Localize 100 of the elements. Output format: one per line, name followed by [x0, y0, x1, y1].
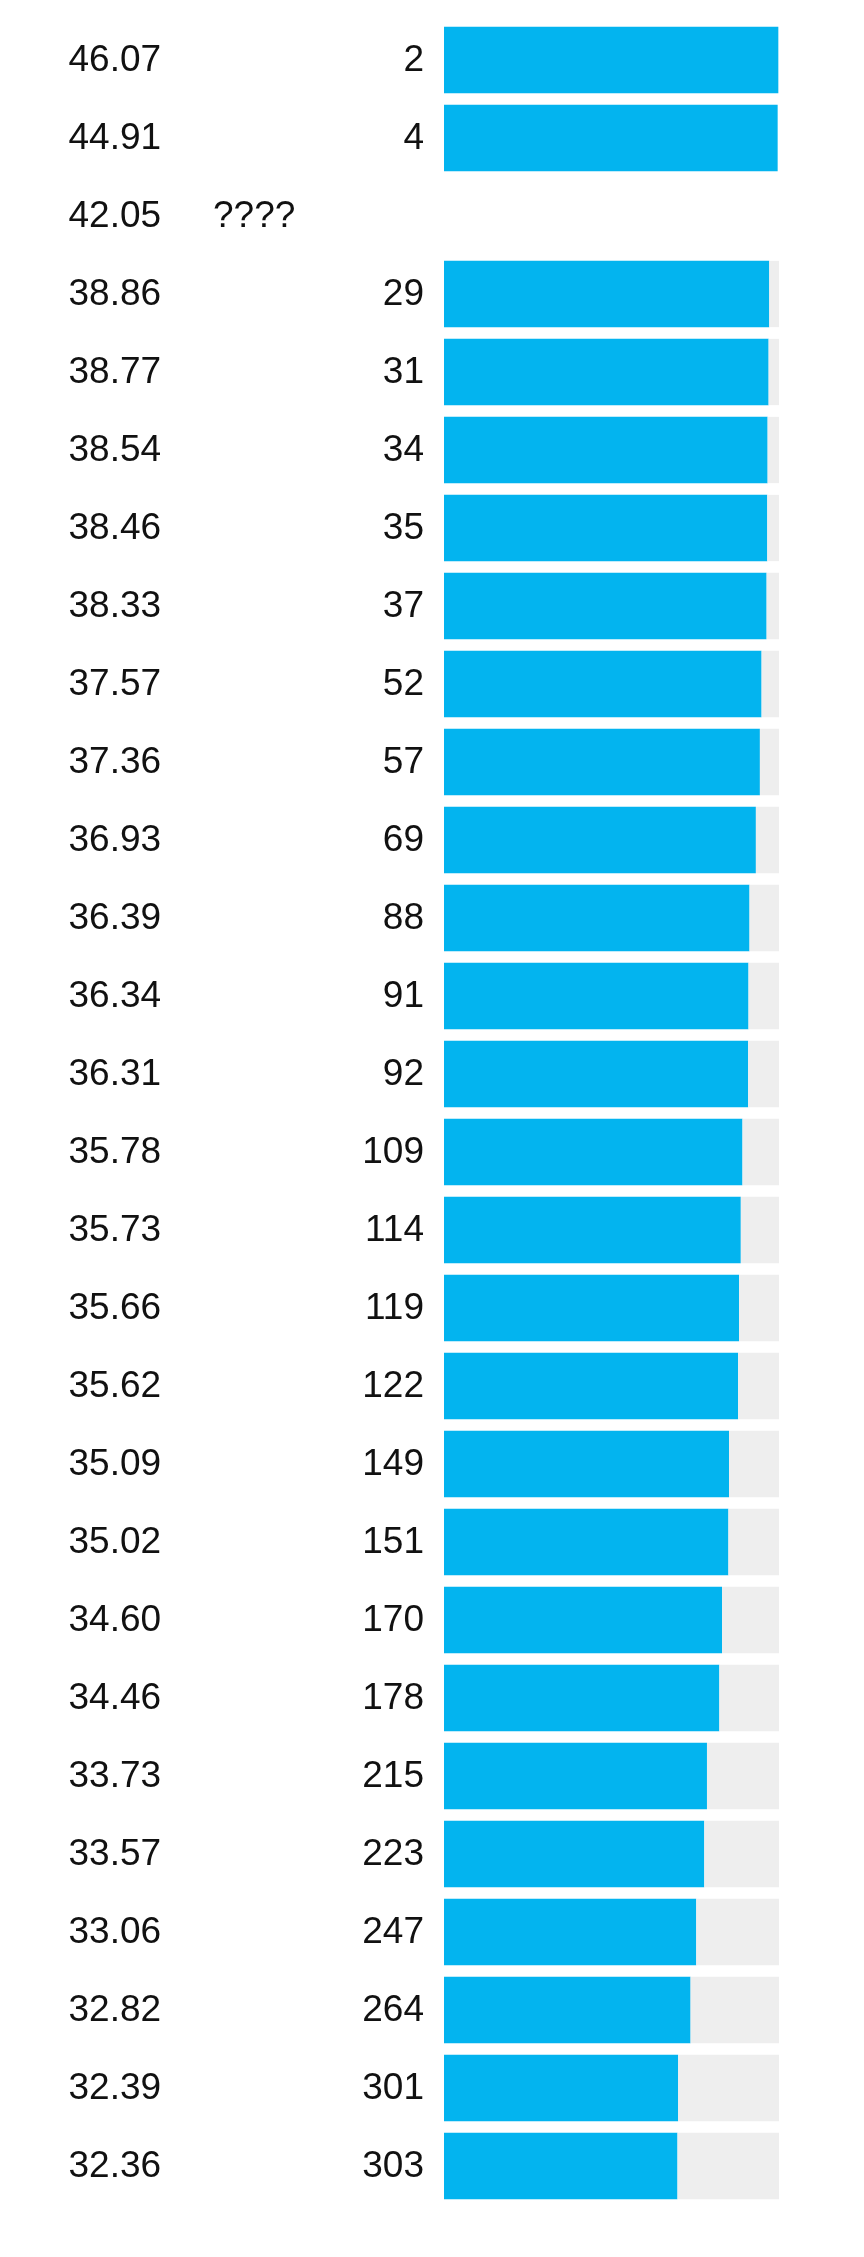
- bar: [444, 1508, 729, 1576]
- y-tick-label: 36.34: [68, 974, 162, 1015]
- text: 114: [365, 1208, 424, 1249]
- bar: [704, 1820, 779, 1888]
- bar: [742, 1118, 779, 1186]
- bar: [444, 1430, 730, 1498]
- bar: [444, 1274, 740, 1342]
- bar: [444, 1196, 741, 1264]
- y-tick-label: 37.57: [68, 662, 162, 703]
- bar: [767, 416, 779, 484]
- bar: [444, 416, 768, 484]
- text: 37: [382, 584, 424, 625]
- bar: [444, 104, 778, 172]
- bar: [444, 806, 756, 874]
- text: 178: [362, 1676, 424, 1717]
- text: 29: [382, 272, 424, 313]
- bar: [768, 338, 779, 406]
- bar: [748, 962, 779, 1030]
- bar: [444, 1352, 739, 1420]
- bar: [444, 1820, 705, 1888]
- y-tick-label: 37.36: [68, 740, 162, 781]
- y-tick-label: 38.54: [68, 428, 162, 469]
- bar: [444, 26, 779, 94]
- bar: [444, 260, 770, 328]
- y-tick-label: 38.86: [68, 272, 162, 313]
- bar: [444, 1586, 723, 1654]
- y-tick-label: 34.46: [68, 1676, 162, 1717]
- bar: [444, 1898, 697, 1966]
- text: 92: [382, 1052, 424, 1093]
- bar: [677, 2132, 779, 2200]
- bar: [444, 728, 760, 796]
- bar: [444, 2054, 679, 2122]
- text: 122: [362, 1364, 424, 1405]
- bar: [759, 728, 779, 796]
- y-tick-label: 35.02: [68, 1520, 162, 1561]
- bar: [748, 1040, 779, 1108]
- y-tick-label: 38.33: [68, 584, 162, 625]
- bar: [738, 1352, 779, 1420]
- bar: [728, 1508, 779, 1576]
- y-tick-label: 35.62: [68, 1364, 162, 1405]
- bar: [690, 1976, 779, 2044]
- text: 223: [362, 1832, 424, 1873]
- text: 109: [362, 1130, 424, 1171]
- bar: [740, 1196, 779, 1264]
- bar: [444, 1664, 720, 1732]
- y-tick-label: 33.57: [68, 1832, 162, 1873]
- y-tick-label: 36.31: [68, 1052, 162, 1093]
- y-tick-label: 35.78: [68, 1130, 162, 1171]
- bar: [444, 572, 767, 640]
- bar: [767, 494, 779, 562]
- text: 215: [362, 1754, 424, 1795]
- y-tick-label: 38.77: [68, 350, 162, 391]
- y-tick-label: 32.39: [68, 2066, 162, 2107]
- text: 88: [382, 896, 424, 937]
- text: 4: [403, 116, 424, 157]
- text: 247: [362, 1910, 424, 1951]
- text: 52: [382, 662, 424, 703]
- text: 170: [362, 1598, 424, 1639]
- bar: [729, 1430, 779, 1498]
- y-tick-label: 34.60: [68, 1598, 162, 1639]
- text: 264: [362, 1988, 424, 2029]
- bar: [444, 1976, 691, 2044]
- bar: [761, 650, 779, 718]
- y-tick-label: 36.93: [68, 818, 162, 859]
- y-tick-label: 32.82: [68, 1988, 162, 2029]
- y-tick-label: 35.66: [68, 1286, 162, 1327]
- bar: [739, 1274, 779, 1342]
- bar: [444, 650, 762, 718]
- bar: [444, 884, 750, 952]
- y-tick-label: 35.09: [68, 1442, 162, 1483]
- bar: [678, 2054, 779, 2122]
- y-tick-label: 46.07: [68, 38, 162, 79]
- text: 119: [365, 1286, 424, 1327]
- bar: [696, 1898, 779, 1966]
- bar: [769, 260, 779, 328]
- text: 149: [362, 1442, 424, 1483]
- text: 69: [382, 818, 424, 859]
- bar: [766, 572, 779, 640]
- bar: [444, 1040, 749, 1108]
- y-tick-label: 35.73: [68, 1208, 162, 1249]
- text: 91: [382, 974, 424, 1015]
- text: 35: [382, 506, 424, 547]
- text: 2: [403, 38, 424, 79]
- text: 303: [362, 2144, 424, 2185]
- y-tick-label: 42.05: [68, 194, 162, 235]
- bar: [749, 884, 779, 952]
- text: 34: [382, 428, 424, 469]
- bar: [722, 1586, 779, 1654]
- y-tick-label: 32.36: [68, 2144, 162, 2185]
- bar: [444, 962, 749, 1030]
- y-tick-label: 38.46: [68, 506, 162, 547]
- bar: [444, 2132, 678, 2200]
- text: ????: [213, 194, 296, 235]
- bar: [444, 1118, 743, 1186]
- y-tick-label: 33.06: [68, 1910, 162, 1951]
- y-tick-label: 44.91: [68, 116, 162, 157]
- y-tick-label: 33.73: [68, 1754, 162, 1795]
- text: 301: [362, 2066, 424, 2107]
- bar: [444, 1742, 707, 1810]
- bar: [444, 338, 769, 406]
